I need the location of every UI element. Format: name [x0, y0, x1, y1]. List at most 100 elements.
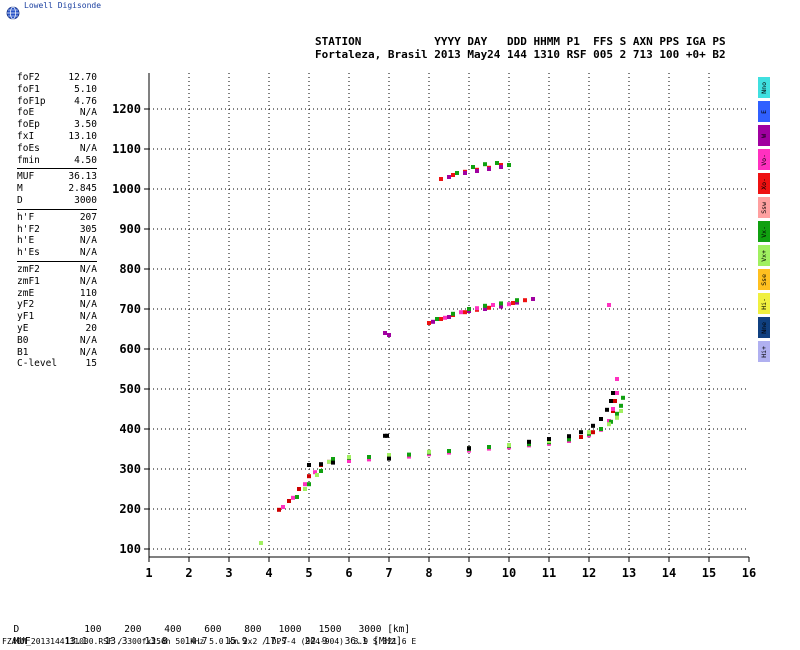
param-label: MUF: [17, 171, 35, 183]
param-label: zmF1: [17, 275, 40, 287]
param-value: 5.10: [74, 83, 97, 95]
echo-point: [315, 473, 319, 477]
header-values: Fortaleza, Brasil 2013 May24 144 1310 RS…: [315, 48, 726, 61]
param-group-heights: h'F 207 h'F2 305 h'E N/A h'Es N/A: [17, 212, 97, 259]
muf-value: 13.3: [104, 636, 128, 647]
y-tick-label: 1200: [112, 102, 141, 116]
brand-label: Lowell Digisonde: [24, 1, 102, 10]
echo-point: [319, 462, 323, 467]
x-tick-label: 8: [425, 566, 432, 580]
echo-point: [611, 407, 615, 411]
echo-point: [527, 442, 531, 447]
param-row: foF2 12.70: [17, 72, 97, 84]
legend-label: Hi+: [759, 345, 768, 358]
echo-point: [607, 422, 611, 427]
echo-point: [319, 469, 323, 473]
echo-point: [527, 439, 531, 444]
echo-point: [459, 310, 463, 315]
echo-point: [615, 415, 619, 420]
x-tick-label: 14: [662, 566, 676, 580]
echo-point: [307, 463, 311, 467]
echo-point: [439, 317, 443, 321]
echo-point: [313, 470, 317, 475]
y-tick-label: 800: [119, 262, 141, 276]
param-label: foF1p: [17, 95, 46, 107]
echo-point: [615, 377, 619, 381]
param-label: foF2: [17, 72, 40, 83]
param-value: 3000: [74, 194, 97, 206]
echo-point: [463, 171, 467, 175]
legend-swatch: Vx+: [758, 245, 770, 266]
echo-point: [547, 437, 551, 441]
x-tick-label: 12: [582, 566, 596, 580]
echo-point: [277, 507, 281, 512]
y-tick-label: 200: [119, 502, 141, 516]
echo-point: [487, 445, 491, 449]
echo-point: [579, 435, 583, 439]
param-value: 2.845: [68, 183, 97, 195]
distance-value: 100: [84, 624, 102, 635]
echo-point: [599, 427, 603, 431]
x-tick-label: 3: [225, 566, 232, 580]
echo-point: [483, 162, 487, 167]
param-value: 4.76: [74, 95, 97, 107]
param-row: h'F2 305: [17, 224, 97, 236]
echo-point: [515, 300, 519, 305]
legend-label: Vx+: [759, 249, 768, 262]
param-value: 4.50: [74, 154, 97, 166]
echo-point: [587, 430, 591, 435]
param-row: yF2 N/A: [17, 299, 97, 311]
echo-point: [431, 319, 435, 324]
param-row: M 2.845: [17, 183, 97, 195]
muf-value: 15.9: [224, 636, 248, 647]
param-row: h'E N/A: [17, 235, 97, 247]
param-value: 110: [79, 287, 97, 299]
param-value: 207: [79, 211, 97, 223]
param-row: h'F 207: [17, 212, 97, 224]
param-row: foEp 3.50: [17, 119, 97, 131]
file-footer: FZA0M_2013144131000.RSF / 300fx256h 50 k…: [2, 637, 417, 646]
legend-label: Nne: [759, 321, 768, 334]
param-label: h'F2: [17, 223, 40, 235]
param-value: N/A: [79, 299, 97, 311]
x-tick-label: 16: [742, 566, 756, 580]
echo-point: [297, 487, 301, 491]
x-tick-label: 9: [465, 566, 472, 580]
param-value: 3.50: [74, 119, 97, 131]
param-value: N/A: [79, 235, 97, 247]
echo-point: [427, 321, 431, 325]
echo-point: [611, 391, 615, 395]
echo-point: [609, 419, 613, 424]
distance-value: 200: [124, 624, 142, 635]
echo-point: [579, 430, 583, 435]
x-tick-label: 4: [265, 566, 272, 580]
echo-point: [591, 423, 595, 428]
legend-swatch: Vo-: [758, 149, 770, 170]
echo-point: [515, 298, 519, 303]
echo-point: [387, 333, 391, 337]
echo-point: [347, 459, 351, 463]
legend-swatch: Xo-: [758, 173, 770, 194]
echo-point: [447, 315, 451, 319]
legend-swatch: Hi+: [758, 341, 770, 362]
x-tick-label: 10: [502, 566, 516, 580]
param-value: N/A: [79, 311, 97, 323]
echo-point: [511, 301, 515, 305]
echo-point: [475, 306, 479, 311]
param-label: h'Es: [17, 247, 40, 259]
muf-row: MUF 13.1 13.3 13.8 14.7 15.9 17.7 22.9 36.1 [MHz…: [2, 625, 401, 647]
param-value: N/A: [79, 263, 97, 275]
param-row: foE N/A: [17, 107, 97, 119]
echo-point: [591, 430, 595, 435]
echo-point: [447, 175, 451, 179]
echo-point: [291, 495, 295, 500]
param-value: N/A: [79, 107, 97, 119]
legend-label: E: [759, 109, 768, 114]
param-label: M: [17, 183, 23, 195]
y-tick-label: 500: [119, 382, 141, 396]
param-label: D: [17, 194, 23, 206]
param-row: zmE 110: [17, 288, 97, 300]
echo-point: [439, 177, 443, 181]
legend-swatch: Sse: [758, 269, 770, 290]
y-tick-label: 300: [119, 462, 141, 476]
